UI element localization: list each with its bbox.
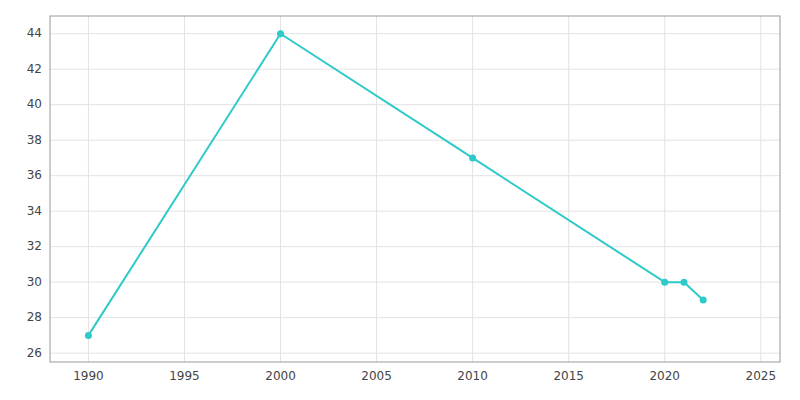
x-grid-line [760, 16, 761, 362]
y-tick-label: 38 [27, 133, 42, 147]
data-point [661, 279, 668, 286]
data-point [277, 30, 284, 37]
x-grid-line [88, 16, 89, 362]
y-tick-label: 28 [27, 310, 42, 324]
data-point [85, 332, 92, 339]
y-tick-label: 30 [27, 275, 42, 289]
y-tick-label: 44 [27, 26, 42, 40]
data-point [700, 296, 707, 303]
x-tick-label: 2005 [361, 369, 392, 383]
y-grid-line [50, 33, 780, 34]
data-line [88, 34, 703, 336]
x-tick-label: 2020 [649, 369, 680, 383]
plot-area [85, 30, 707, 339]
y-grid-line [50, 140, 780, 141]
x-tick-label: 2000 [265, 369, 296, 383]
data-point [680, 279, 687, 286]
x-tick-label: 2025 [746, 369, 777, 383]
y-tick-label: 26 [27, 346, 42, 360]
y-tick-label: 32 [27, 239, 42, 253]
x-tick-label: 2010 [457, 369, 488, 383]
y-grid-line [50, 211, 780, 212]
plot-frame [50, 16, 780, 362]
y-tick-label: 34 [27, 204, 42, 218]
y-grid-line [50, 69, 780, 70]
x-grid-line [568, 16, 569, 362]
x-grid-line [184, 16, 185, 362]
y-tick-label: 42 [27, 62, 42, 76]
x-grid-line [280, 16, 281, 362]
x-tick-label: 2015 [553, 369, 584, 383]
x-grid-line [472, 16, 473, 362]
x-grid-line [376, 16, 377, 362]
y-grid-line [50, 317, 780, 318]
y-grid-line [50, 175, 780, 176]
y-grid-line [50, 104, 780, 105]
data-point [469, 154, 476, 161]
x-tick-label: 1995 [169, 369, 200, 383]
x-grid-line [664, 16, 665, 362]
y-tick-label: 40 [27, 97, 42, 111]
x-tick-label: 1990 [73, 369, 104, 383]
y-grid-line [50, 353, 780, 354]
chart-container: 1990 1995 2000 2005 2010 2015 2020 2025 26 28 30 32… [0, 0, 800, 400]
tick-labels: 1990 1995 2000 2005 2010 2015 2020 2025 26 28 30 32… [27, 26, 776, 383]
grid [50, 16, 780, 362]
chart-svg: 1990 1995 2000 2005 2010 2015 2020 2025 26 28 30 32… [0, 0, 800, 400]
y-tick-label: 36 [27, 168, 42, 182]
y-grid-line [50, 246, 780, 247]
